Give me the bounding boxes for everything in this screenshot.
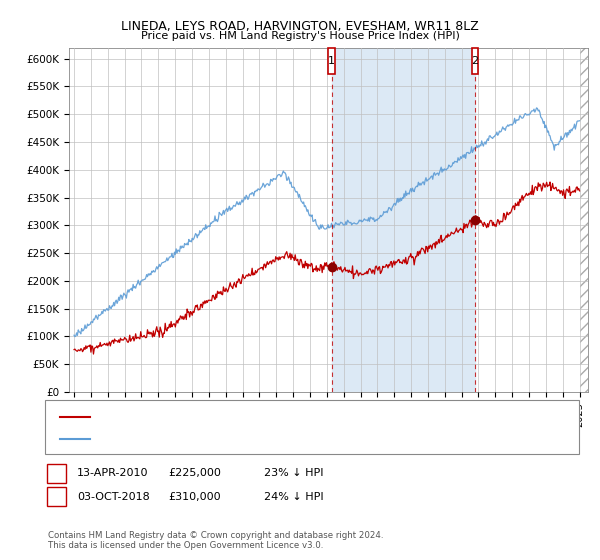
Text: Contains HM Land Registry data © Crown copyright and database right 2024.
This d: Contains HM Land Registry data © Crown c… [48,531,383,550]
Text: HPI: Average price, detached house, Wychavon: HPI: Average price, detached house, Wych… [99,434,331,444]
Text: LINEDA, LEYS ROAD, HARVINGTON, EVESHAM, WR11 8LZ: LINEDA, LEYS ROAD, HARVINGTON, EVESHAM, … [121,20,479,32]
Bar [580,48,588,392]
Text: 1: 1 [53,468,60,478]
Text: 13-APR-2010: 13-APR-2010 [77,468,148,478]
Text: Price paid vs. HM Land Registry's House Price Index (HPI): Price paid vs. HM Land Registry's House … [140,31,460,41]
Bar [332,48,475,392]
Text: 2: 2 [53,492,60,502]
Text: 23% ↓ HPI: 23% ↓ HPI [264,468,323,478]
Text: 24% ↓ HPI: 24% ↓ HPI [264,492,323,502]
Text: LINEDA, LEYS ROAD, HARVINGTON, EVESHAM, WR11 8LZ (detached house): LINEDA, LEYS ROAD, HARVINGTON, EVESHAM, … [99,412,467,422]
FancyBboxPatch shape [472,49,478,74]
Text: £225,000: £225,000 [168,468,221,478]
Text: £310,000: £310,000 [168,492,221,502]
Text: 1: 1 [328,57,335,67]
Bar [580,48,588,392]
Text: 2: 2 [471,57,478,67]
Text: 03-OCT-2018: 03-OCT-2018 [77,492,149,502]
FancyBboxPatch shape [328,49,335,74]
